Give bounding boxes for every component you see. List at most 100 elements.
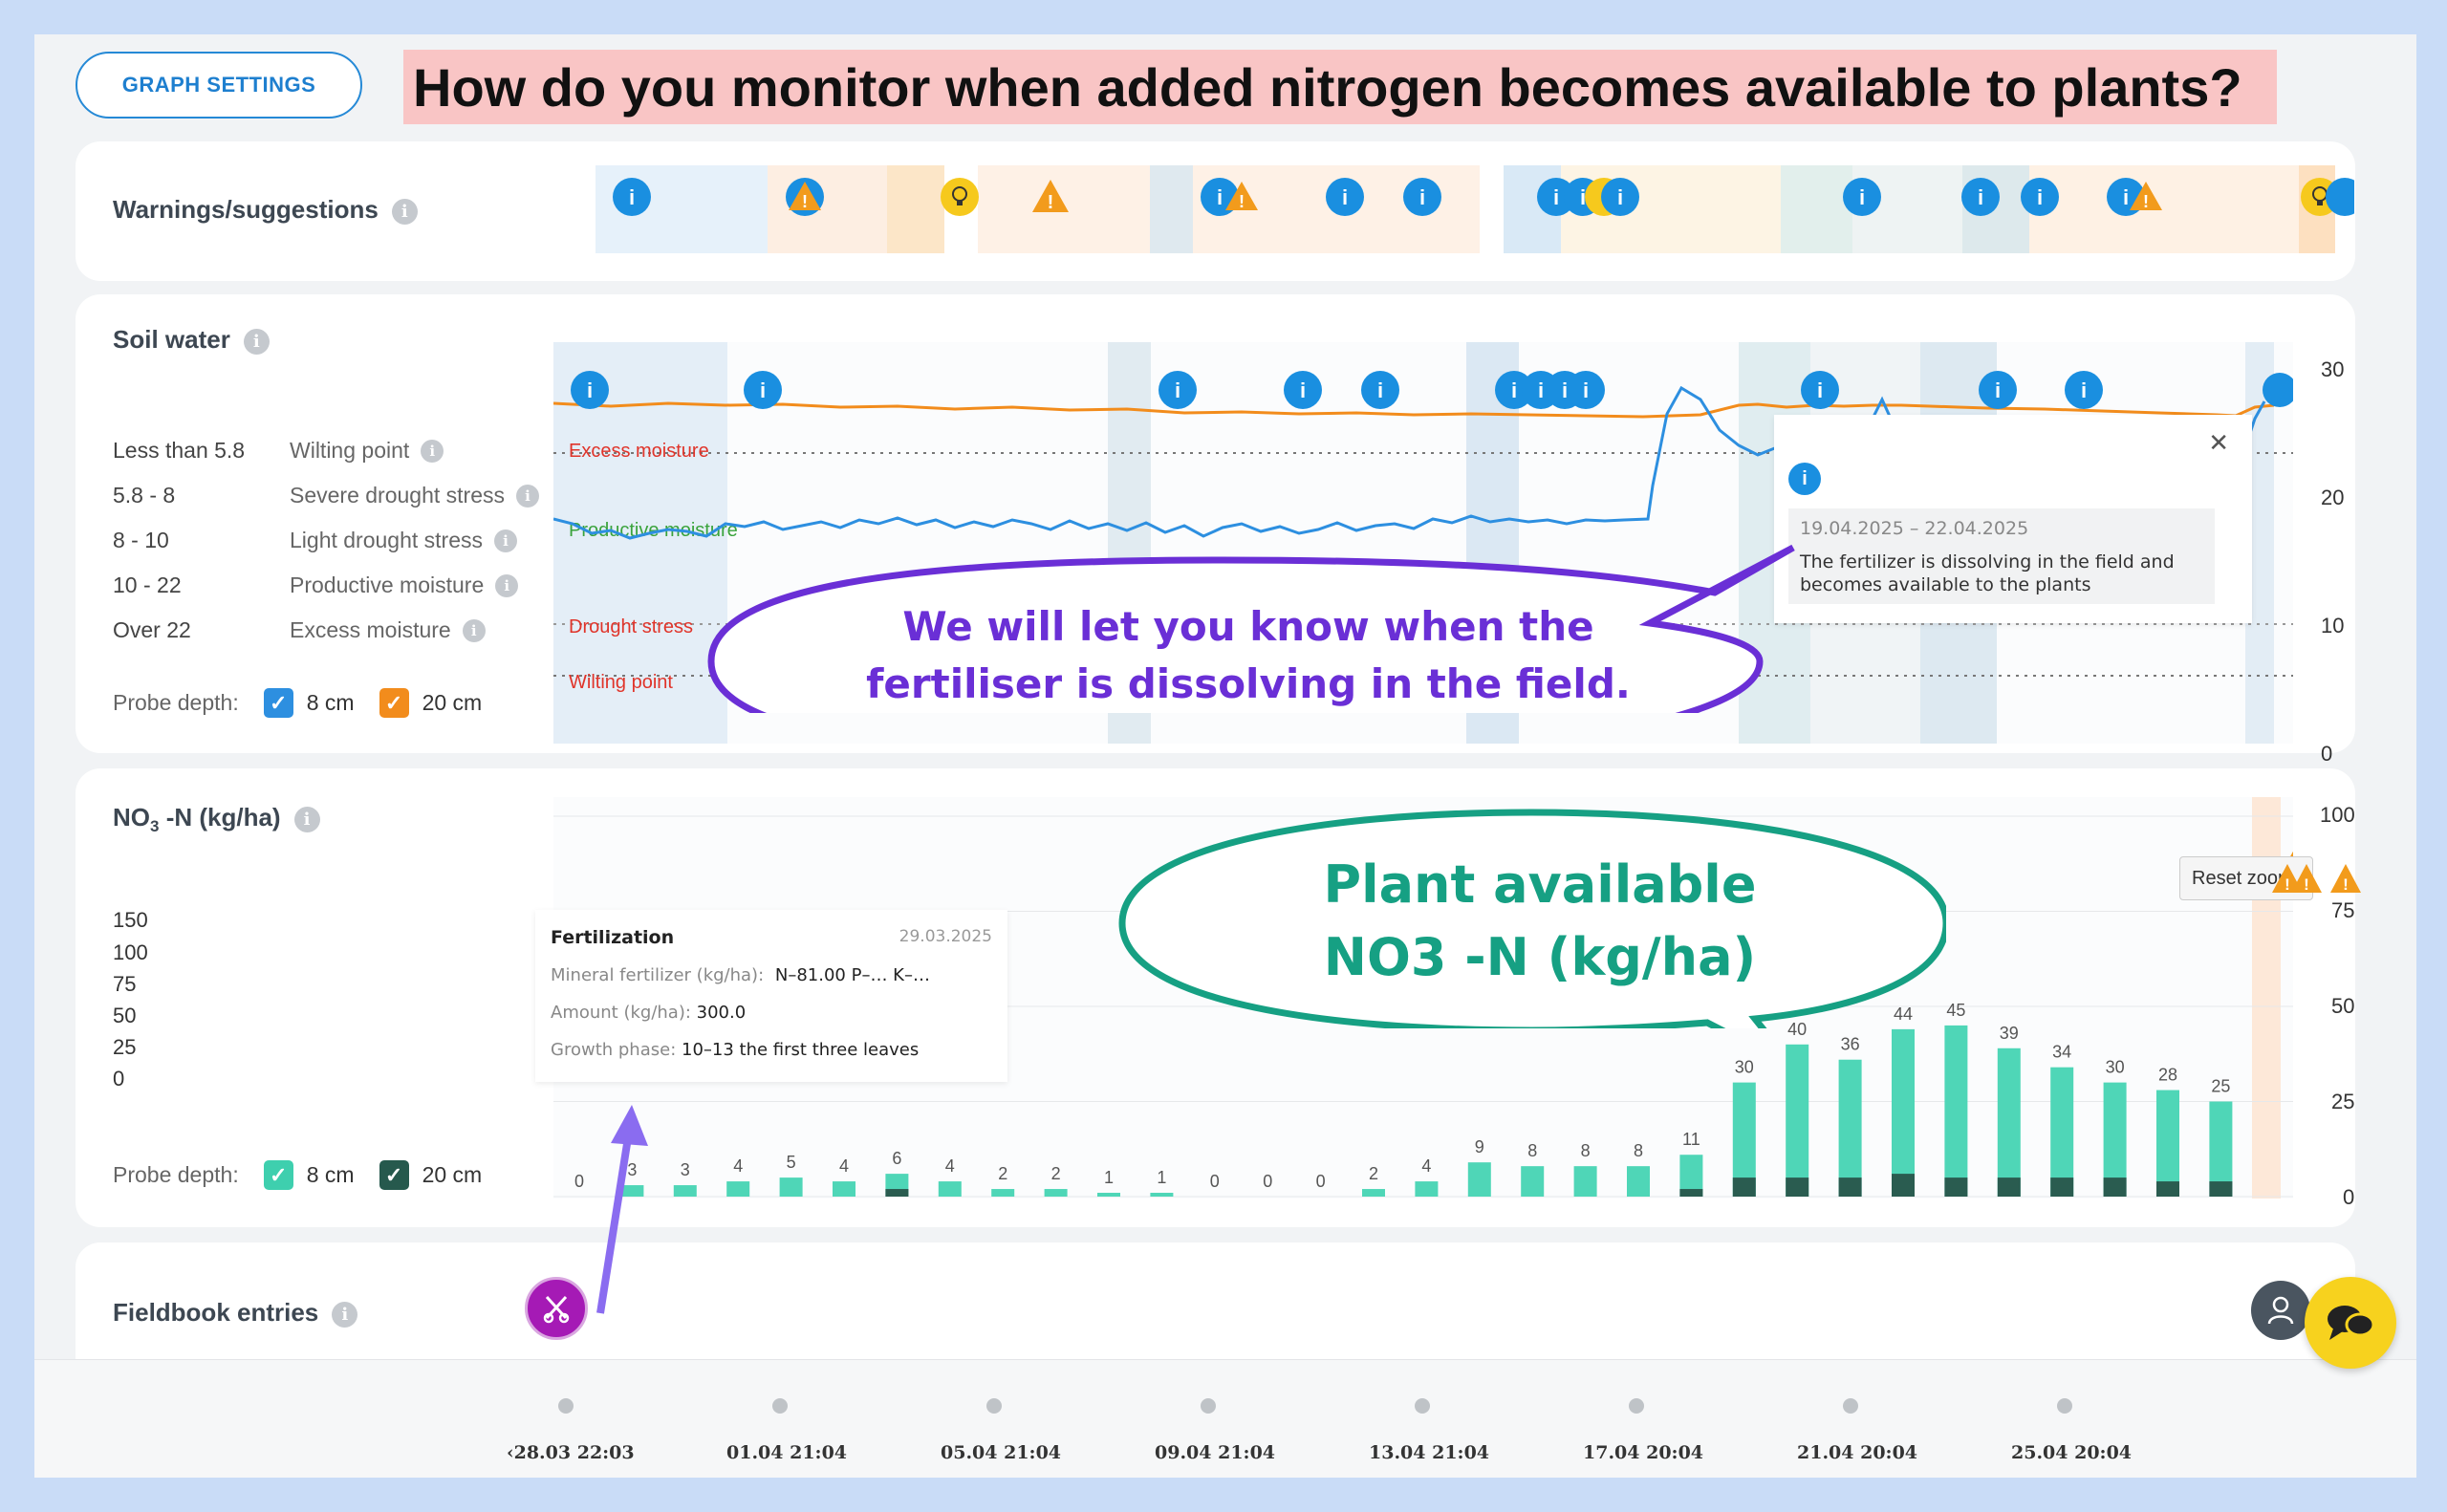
bar-8cm[interactable] xyxy=(2209,1101,2233,1198)
close-icon[interactable]: ✕ xyxy=(2208,428,2229,457)
warning-icon[interactable]: ! xyxy=(2291,864,2322,894)
timeline-dot[interactable] xyxy=(772,1398,788,1414)
timeline-navigator[interactable]: ‹28.03 22:03 01.04 21:04 05.04 21:04 09.… xyxy=(34,1359,2416,1478)
info-icon[interactable]: i xyxy=(1326,178,1364,216)
info-icon[interactable]: i xyxy=(391,198,418,225)
bar-20cm[interactable] xyxy=(1838,1177,1862,1197)
bar-8cm[interactable] xyxy=(1415,1181,1439,1197)
info-icon[interactable]: i xyxy=(421,439,444,463)
timeline-dot[interactable] xyxy=(1629,1398,1644,1414)
info-icon[interactable]: i xyxy=(571,371,609,409)
info-icon[interactable]: i xyxy=(2065,371,2103,409)
bar-8cm[interactable] xyxy=(1044,1189,1068,1197)
info-icon[interactable]: i xyxy=(1601,178,1639,216)
info-icon[interactable]: i xyxy=(1843,178,1881,216)
info-icon[interactable]: i xyxy=(516,484,540,508)
warning-icon[interactable]: ! xyxy=(1225,182,1258,211)
bar-8cm[interactable] xyxy=(2103,1082,2127,1197)
warning-icon[interactable]: ! xyxy=(1032,180,1069,213)
info-icon[interactable]: i xyxy=(462,618,486,642)
timeline-dot[interactable] xyxy=(2057,1398,2072,1414)
info-icon[interactable]: i xyxy=(744,371,782,409)
fertilization-entry-icon[interactable] xyxy=(525,1277,588,1340)
info-icon[interactable]: i xyxy=(1284,371,1322,409)
bar-8cm[interactable] xyxy=(1732,1082,1756,1197)
bar-20cm[interactable] xyxy=(2156,1181,2179,1197)
info-icon[interactable]: i xyxy=(1537,178,1575,216)
timeline-dot[interactable] xyxy=(1201,1398,1216,1414)
checkbox-8cm[interactable]: ✓ xyxy=(263,1160,293,1190)
bar-8cm[interactable] xyxy=(1097,1193,1120,1197)
info-icon[interactable] xyxy=(2326,178,2354,216)
info-icon[interactable]: i xyxy=(243,328,270,355)
info-icon[interactable]: i xyxy=(1567,371,1605,409)
bar-8cm[interactable] xyxy=(779,1177,803,1197)
checkbox-8cm[interactable]: ✓ xyxy=(263,688,293,718)
timeline-dot[interactable] xyxy=(558,1398,574,1414)
bar-8cm[interactable] xyxy=(991,1189,1015,1197)
timeline-dot[interactable] xyxy=(986,1398,1002,1414)
bar-20cm[interactable] xyxy=(2209,1181,2233,1197)
bar-20cm[interactable] xyxy=(2050,1177,2074,1197)
bar-20cm[interactable] xyxy=(885,1189,909,1197)
bar-8cm[interactable] xyxy=(1892,1028,1915,1197)
svg-text:i: i xyxy=(1217,185,1223,209)
info-icon[interactable]: i xyxy=(494,529,518,552)
info-icon[interactable]: i xyxy=(613,178,651,216)
lightbulb-icon[interactable] xyxy=(941,178,979,216)
bar-8cm[interactable] xyxy=(1944,1025,1968,1197)
bar-8cm[interactable] xyxy=(1627,1166,1650,1197)
info-icon[interactable]: i xyxy=(1961,178,2000,216)
bar-20cm[interactable] xyxy=(1944,1177,1968,1197)
info-icon[interactable] xyxy=(2263,373,2293,407)
bar-8cm[interactable] xyxy=(726,1181,750,1197)
info-icon[interactable]: i xyxy=(1361,371,1399,409)
bar-20cm[interactable] xyxy=(1997,1177,2021,1197)
graph-settings-button[interactable]: GRAPH SETTINGS xyxy=(76,52,362,119)
bar-8cm[interactable] xyxy=(673,1185,697,1197)
checkbox-20cm[interactable]: ✓ xyxy=(379,1160,409,1190)
info-icon[interactable]: i xyxy=(1979,371,2017,409)
left-scale-tick: 100 xyxy=(113,940,148,964)
bar-8cm[interactable] xyxy=(1467,1162,1491,1197)
bar-8cm[interactable] xyxy=(1362,1189,1385,1197)
svg-text:!: ! xyxy=(1048,192,1054,213)
timeline-dot[interactable] xyxy=(1843,1398,1858,1414)
info-icon[interactable]: i xyxy=(293,806,320,832)
info-icon[interactable]: i xyxy=(1403,178,1441,216)
tooltip-date: 29.03.2025 xyxy=(899,927,992,946)
bar-20cm[interactable] xyxy=(1732,1177,1756,1197)
warning-icon[interactable]: ! xyxy=(2130,182,2162,211)
bar-8cm[interactable] xyxy=(1150,1193,1174,1197)
bar-8cm[interactable] xyxy=(1786,1044,1809,1197)
info-icon[interactable]: i xyxy=(495,573,519,597)
bar-8cm[interactable] xyxy=(833,1181,855,1197)
bar-8cm[interactable] xyxy=(2156,1090,2179,1197)
info-icon[interactable]: i xyxy=(1801,371,1839,409)
chevron-left-icon[interactable]: ‹ xyxy=(507,1442,514,1463)
tooltip-row-label: Mineral fertilizer (kg/ha): xyxy=(551,965,765,985)
warning-icon[interactable]: ! xyxy=(789,182,821,211)
bar-8cm[interactable] xyxy=(1573,1166,1597,1197)
checkbox-20cm[interactable]: ✓ xyxy=(379,688,409,718)
bar-8cm[interactable] xyxy=(1521,1166,1545,1197)
soil-water-title-text: Soil water xyxy=(113,325,230,354)
bar-8cm[interactable] xyxy=(2050,1067,2074,1197)
bar-8cm[interactable] xyxy=(1838,1059,1862,1197)
timeline-dot[interactable] xyxy=(1415,1398,1430,1414)
bar-8cm[interactable] xyxy=(620,1185,644,1197)
bar-data-label: 34 xyxy=(2052,1043,2071,1062)
info-icon[interactable]: i xyxy=(332,1301,358,1328)
chat-button[interactable] xyxy=(2305,1277,2396,1369)
bar-20cm[interactable] xyxy=(1786,1177,1809,1197)
bar-20cm[interactable] xyxy=(1679,1189,1703,1197)
advisor-icon[interactable] xyxy=(2251,1281,2310,1340)
info-icon[interactable]: i xyxy=(1495,371,1533,409)
info-icon[interactable]: i xyxy=(1159,371,1197,409)
bar-8cm[interactable] xyxy=(938,1181,962,1197)
bar-20cm[interactable] xyxy=(2103,1177,2127,1197)
info-icon[interactable]: i xyxy=(2021,178,2059,216)
warning-icon[interactable]: ! xyxy=(2330,864,2361,894)
bar-8cm[interactable] xyxy=(1997,1048,2021,1197)
bar-20cm[interactable] xyxy=(1892,1174,1915,1197)
